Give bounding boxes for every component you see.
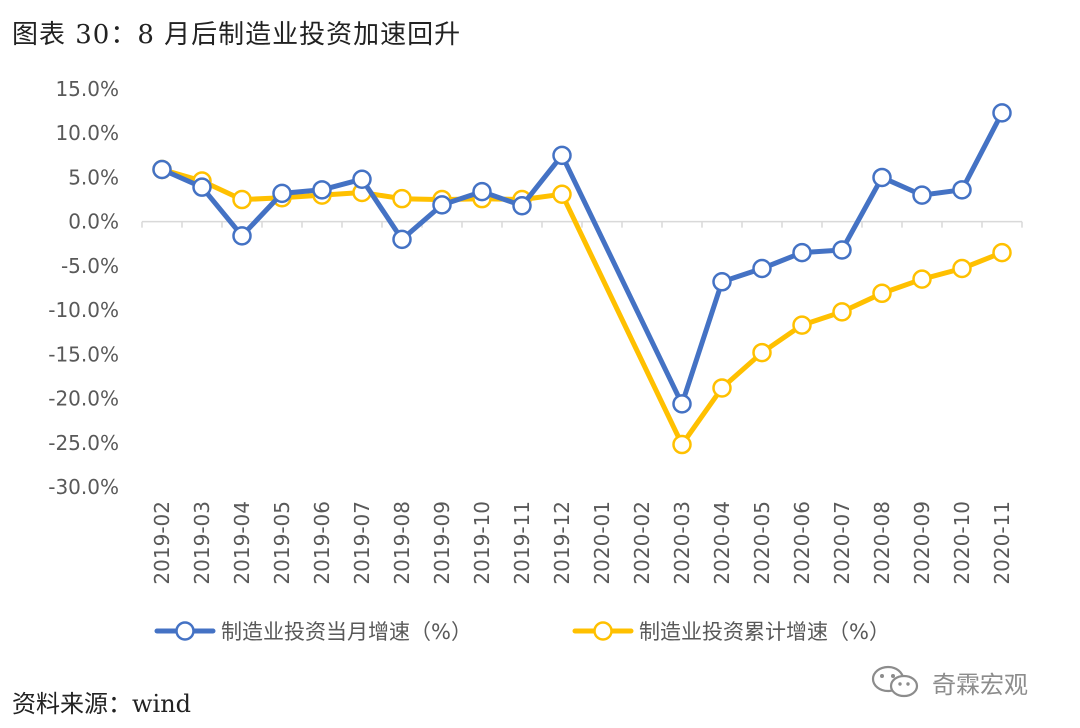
- x-tick-label: 2020-05: [750, 501, 774, 585]
- x-tick-label: 2019-07: [350, 501, 374, 585]
- x-tick-label: 2020-01: [590, 501, 614, 585]
- y-tick-label: -20.0%: [48, 387, 119, 411]
- x-tick-label: 2019-10: [470, 501, 494, 585]
- legend-item-cumulative: 制造业投资累计增速（%）: [572, 620, 890, 644]
- data-point: [152, 159, 172, 180]
- data-point: [312, 180, 332, 200]
- legend-item-monthly: 制造业投资当月增速（%）: [154, 620, 472, 644]
- data-point: [712, 378, 732, 398]
- data-point: [992, 103, 1012, 123]
- x-tick-label: 2020-09: [910, 501, 934, 585]
- x-tick-label: 2020-03: [670, 501, 694, 585]
- x-axis: 2019-02 2019-03 2019-04 2019-05 2019-06 2019-…: [141, 220, 1023, 585]
- data-point: [872, 283, 892, 304]
- series-monthly: [152, 103, 1012, 414]
- legend-swatch-marker: [593, 621, 613, 641]
- x-tick-label: 2019-05: [270, 501, 294, 585]
- data-point: [832, 240, 852, 260]
- x-tick-label: 2019-03: [190, 501, 214, 585]
- data-point: [872, 167, 892, 188]
- data-point: [752, 342, 772, 363]
- wechat-icon: [871, 665, 919, 698]
- x-tick-label: 2019-08: [390, 501, 414, 585]
- data-point: [232, 189, 252, 210]
- data-point: [912, 185, 932, 205]
- y-axis-tick-labels: 15.0% 10.0% 5.0% 0.0% -5.0% -10.0% -15.0% -20.0…: [48, 77, 119, 499]
- figure-title: 图表 30：8 月后制造业投资加速回升: [12, 20, 462, 50]
- data-point: [472, 181, 492, 202]
- x-tick-label: 2020-04: [710, 501, 734, 585]
- x-tick-label: 2020-02: [630, 501, 654, 585]
- data-point: [792, 315, 812, 335]
- x-tick-label: 2020-07: [830, 501, 854, 585]
- x-tick-label: 2020-06: [790, 501, 814, 585]
- data-point: [672, 434, 692, 455]
- y-tick-label: -15.0%: [48, 342, 119, 366]
- data-point: [352, 169, 372, 189]
- series-layer: [152, 103, 1012, 455]
- y-tick-label: -5.0%: [61, 254, 119, 278]
- data-point: [272, 183, 292, 204]
- data-point: [752, 258, 772, 279]
- data-point: [912, 269, 932, 289]
- watermark: 奇霖宏观: [870, 664, 1028, 700]
- data-point: [952, 258, 972, 279]
- y-tick-label: 10.0%: [55, 121, 119, 145]
- y-tick-label: -30.0%: [48, 475, 119, 499]
- data-point: [792, 242, 812, 263]
- x-tick-label: 2020-11: [990, 501, 1014, 585]
- legend-swatch-marker: [175, 621, 195, 641]
- y-tick-label: 0.0%: [68, 210, 119, 234]
- watermark-label: 奇霖宏观: [932, 670, 1028, 699]
- y-tick-label: -10.0%: [48, 298, 119, 322]
- data-point: [672, 394, 692, 414]
- y-tick-label: 15.0%: [55, 77, 119, 101]
- data-point: [552, 145, 572, 166]
- x-tick-label: 2019-11: [510, 501, 534, 585]
- series-line: [159, 167, 1005, 447]
- data-point: [232, 226, 252, 246]
- x-tick-label: 2019-04: [230, 501, 254, 585]
- y-tick-label: -25.0%: [48, 431, 119, 455]
- y-tick-label: 5.0%: [68, 165, 119, 189]
- x-tick-label: 2019-02: [150, 501, 174, 585]
- x-tick-label: 2019-12: [550, 501, 574, 585]
- data-point: [712, 272, 732, 292]
- figure-source: 资料来源：wind: [12, 690, 192, 718]
- data-point: [992, 242, 1012, 263]
- data-point: [192, 177, 212, 197]
- data-point: [392, 229, 412, 250]
- data-point: [552, 184, 572, 204]
- legend: 制造业投资当月增速（%） 制造业投资累计增速（%）: [154, 620, 890, 644]
- x-tick-label: 2020-10: [950, 501, 974, 585]
- x-tick-label: 2019-06: [310, 501, 334, 585]
- legend-label: 制造业投资累计增速（%）: [639, 620, 890, 644]
- legend-label: 制造业投资当月增速（%）: [221, 620, 472, 644]
- data-point: [392, 188, 412, 209]
- data-point: [952, 180, 972, 200]
- x-tick-label: 2020-08: [870, 501, 894, 585]
- data-point: [512, 195, 532, 216]
- series-line: [159, 110, 1005, 407]
- series-cumulative: [152, 159, 1012, 455]
- x-tick-label: 2019-09: [430, 501, 454, 585]
- data-point: [432, 195, 452, 215]
- data-point: [832, 302, 852, 322]
